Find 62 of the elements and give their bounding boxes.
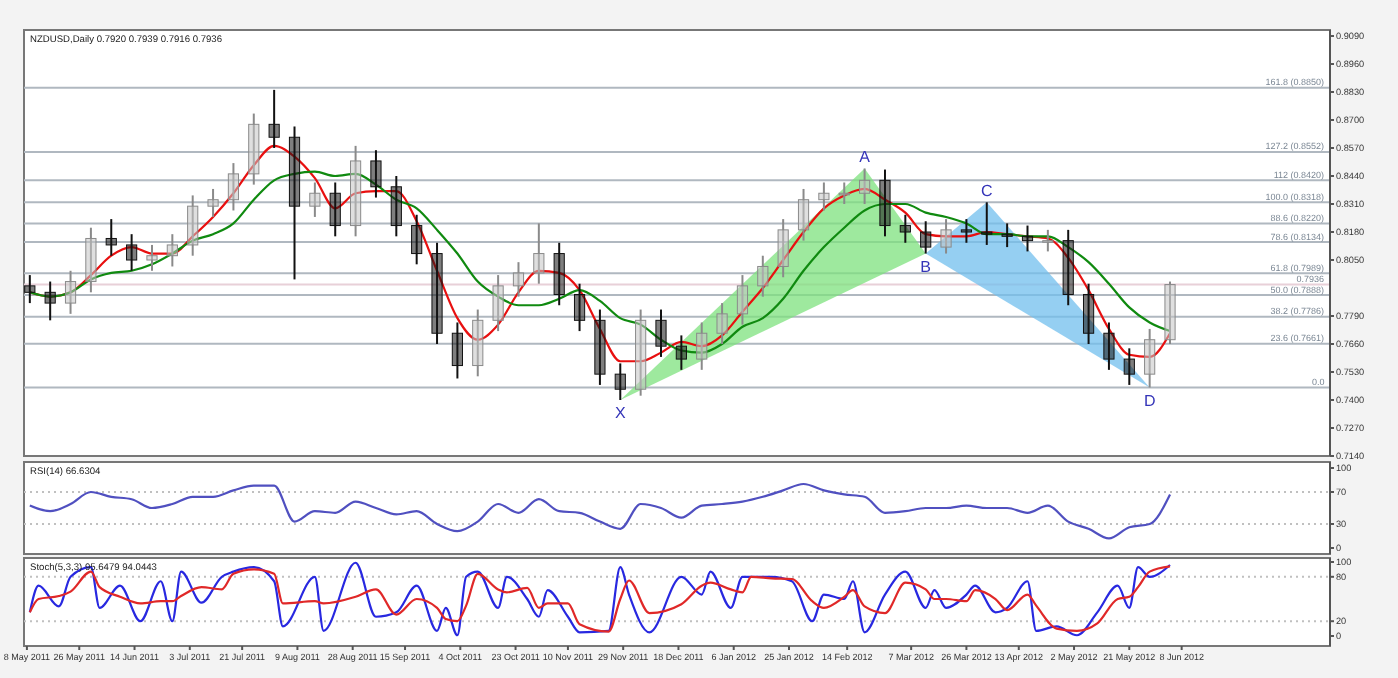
- candlestick: [716, 302, 728, 346]
- candlestick: [492, 274, 504, 333]
- candlestick: [268, 88, 280, 150]
- candlestick: [960, 218, 972, 244]
- candlestick: [227, 162, 240, 212]
- annotation: X: [614, 404, 627, 422]
- candlestick: [553, 241, 565, 307]
- candlestick: [635, 308, 647, 397]
- annotation: C: [980, 182, 993, 201]
- candlestick: [370, 149, 382, 199]
- candlestick: [1062, 228, 1074, 307]
- candlestick: [1042, 228, 1054, 253]
- candlestick: [24, 274, 36, 305]
- candlestick: [1001, 222, 1013, 249]
- candlestick: [696, 321, 708, 371]
- candlestick: [309, 181, 321, 218]
- candlestick: [594, 308, 606, 386]
- candlestick: [431, 241, 443, 346]
- candlestick: [981, 201, 993, 246]
- annotation: A: [859, 148, 872, 167]
- annotation: B: [920, 257, 932, 276]
- candlestick: [187, 194, 199, 257]
- candlestick: [757, 254, 769, 298]
- candlestick: [248, 112, 260, 186]
- candlestick: [329, 181, 341, 238]
- candlestick: [899, 213, 911, 244]
- candlestick: [940, 218, 952, 255]
- candlestick: [390, 175, 402, 238]
- candlestick: [614, 362, 626, 401]
- candlestick: [512, 261, 525, 298]
- candlestick: [777, 218, 789, 279]
- candlestick: [411, 213, 423, 266]
- candlestick: [879, 168, 891, 238]
- candlestick: [1103, 321, 1115, 371]
- candlestick: [797, 187, 810, 242]
- line-series: [28, 482, 1172, 540]
- candlestick: [655, 308, 667, 358]
- candlestick: [44, 280, 56, 322]
- candlestick: [1021, 224, 1034, 253]
- candlestick: [1144, 327, 1156, 389]
- candlestick: [105, 218, 117, 257]
- candlestick: [920, 220, 932, 255]
- candlestick: [859, 167, 871, 206]
- candlestick: [1164, 280, 1176, 346]
- candlestick: [472, 308, 484, 378]
- candlestick: [288, 125, 301, 281]
- candlestick: [166, 233, 178, 268]
- candlestick: [675, 334, 687, 371]
- candlestick: [1082, 282, 1095, 346]
- candlestick: [573, 282, 586, 333]
- candlestick: [85, 226, 97, 294]
- candlestick: [126, 233, 138, 272]
- candlestick: [350, 144, 362, 238]
- candlestick: [146, 243, 158, 272]
- candlestick: [818, 181, 830, 212]
- candlestick: [736, 274, 749, 326]
- candlestick: [451, 321, 463, 380]
- candlestick: [207, 187, 219, 218]
- annotation: D: [1143, 391, 1156, 410]
- candlestick: [533, 222, 545, 285]
- candlestick: [64, 269, 77, 315]
- candlestick: [1123, 347, 1135, 386]
